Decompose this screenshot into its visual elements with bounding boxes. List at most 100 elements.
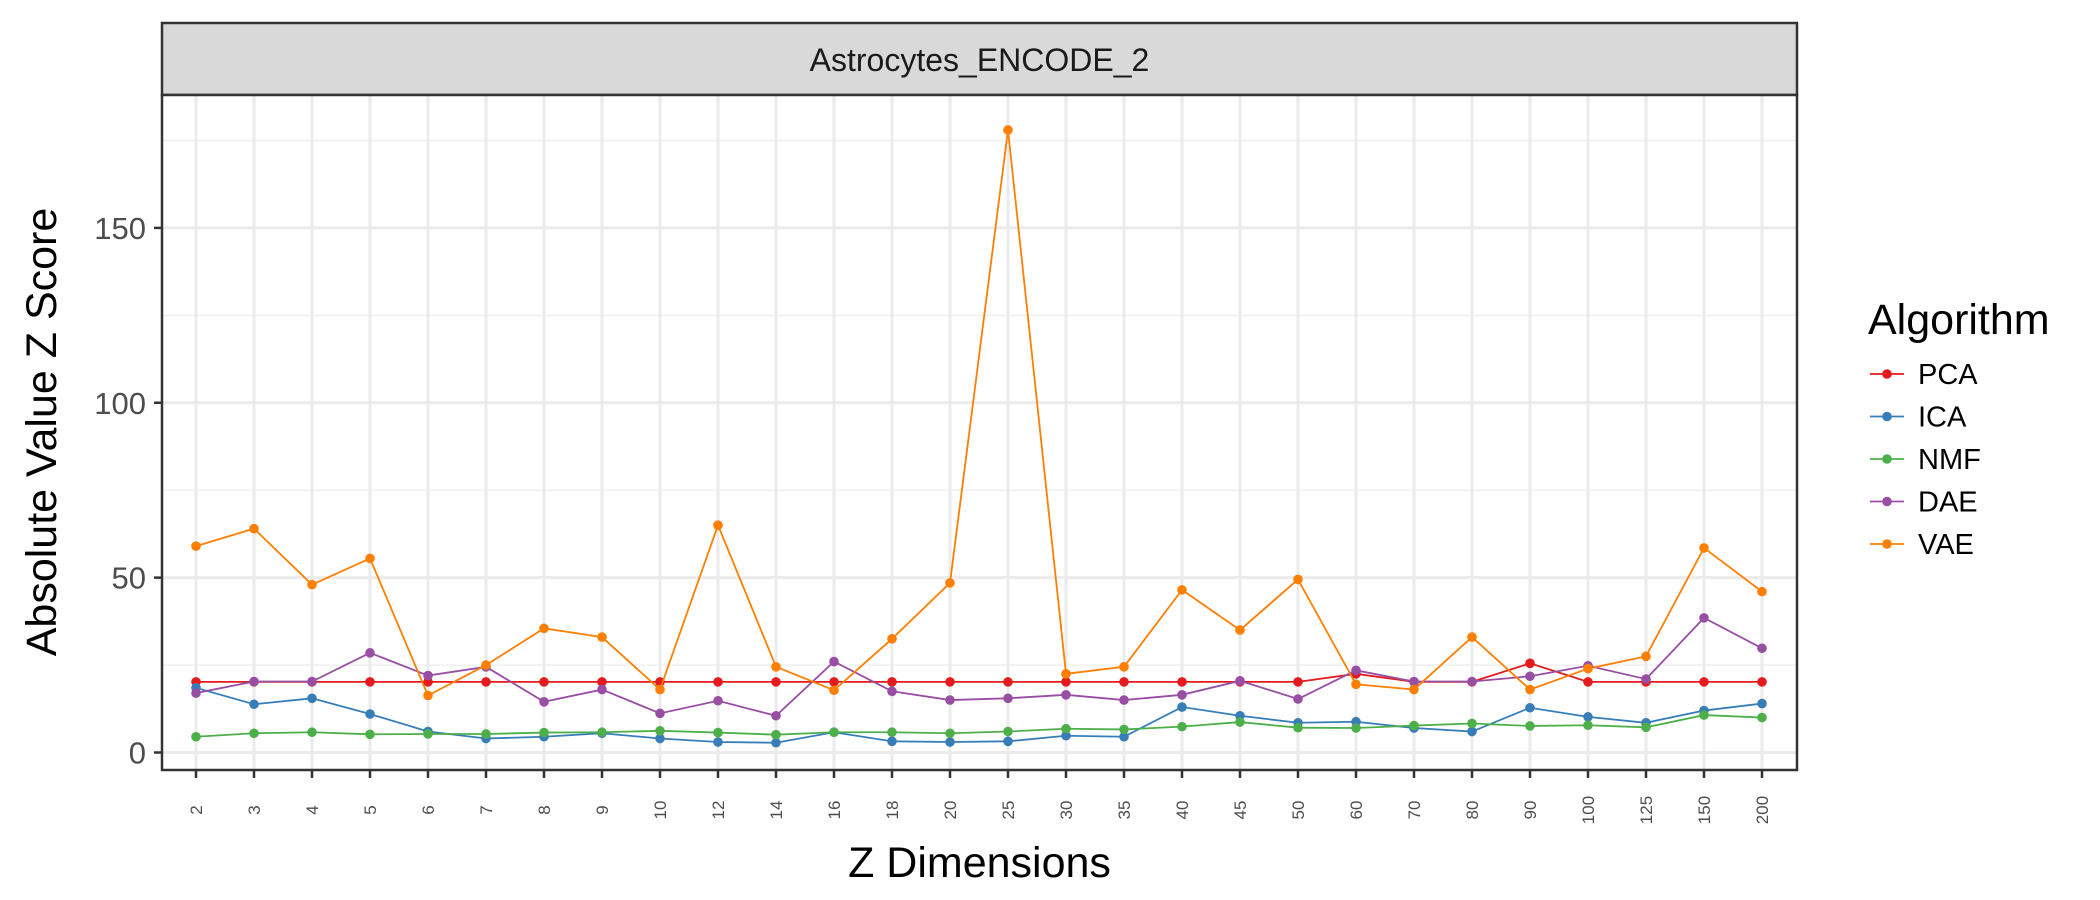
y-tick-label: 50 [112,561,146,596]
data-point-nmf [1293,722,1303,733]
data-point-pca [539,677,549,687]
data-point-nmf [829,727,839,738]
x-tick-label: 80 [1463,801,1482,820]
data-point-ica [365,709,375,719]
x-tick-label: 6 [419,805,438,814]
data-point-dae [1757,643,1767,654]
x-tick-label: 30 [1057,801,1076,820]
data-point-vae [597,632,607,642]
data-point-vae [1467,632,1477,642]
legend-title: Algorithm [1868,296,2050,344]
data-point-ica [1003,736,1013,747]
data-point-vae [249,523,259,534]
data-point-nmf [539,727,549,738]
legend-key-point-ica [1882,411,1892,422]
data-point-pca [829,677,839,687]
data-point-dae [829,656,839,667]
x-tick-label: 3 [245,805,264,814]
data-point-ica [1757,698,1767,709]
data-point-vae [771,662,781,672]
series-line-vae [195,129,1763,697]
data-point-nmf [597,727,607,738]
x-tick-label: 90 [1521,801,1540,820]
legend-key-point-vae [1882,539,1892,549]
data-point-nmf [1757,712,1767,723]
data-point-nmf [771,729,781,740]
y-tick-label: 150 [94,211,146,246]
x-tick-label: 20 [941,801,960,820]
legend-label-ica: ICA [1918,402,1967,434]
data-point-vae [1699,543,1709,553]
legend: Algorithm PCA ICA NMF DAE VAE [1868,296,2050,561]
data-point-ica [713,737,723,747]
data-point-pca [1583,677,1593,687]
data-point-vae [1235,625,1245,635]
data-point-vae [1583,663,1593,674]
data-point-nmf [1119,724,1129,735]
data-point-pca [771,677,781,687]
data-point-pca [1061,677,1071,687]
data-point-pca [481,677,491,687]
x-tick-label: 45 [1231,801,1250,820]
data-point-nmf [191,731,201,742]
data-point-nmf [1351,723,1361,733]
x-tick-label: 40 [1173,801,1192,820]
data-point-ica [1467,726,1477,737]
series-line-nmf [195,714,1763,738]
data-point-ica [771,737,781,748]
data-point-ica [945,737,955,747]
data-point-vae [945,578,955,588]
data-point-dae [191,688,201,698]
data-point-dae [1293,694,1303,704]
x-tick-label: 18 [883,801,902,820]
data-point-ica [655,733,665,744]
data-point-vae [713,520,723,530]
facet-strip [160,21,1799,97]
data-point-dae [887,686,897,697]
data-point-dae [1061,690,1071,700]
data-point-vae [1409,684,1419,695]
data-point-ica [1061,730,1071,741]
data-point-dae [423,670,433,681]
data-point-pca [1757,677,1767,687]
data-point-nmf [1583,720,1593,731]
data-point-dae [1467,676,1477,687]
data-point-vae [307,579,317,590]
x-tick-label: 100 [1579,796,1598,824]
x-tick-label: 60 [1347,801,1366,820]
data-point-nmf [655,726,665,736]
data-point-dae [1351,665,1361,676]
data-point-nmf [945,728,955,739]
data-point-vae [1757,586,1767,597]
data-point-dae [945,695,955,705]
x-tick-label: 125 [1637,796,1656,824]
data-point-dae [307,676,317,687]
data-point-ica [307,693,317,704]
data-point-pca [713,677,723,687]
data-point-dae [249,676,259,687]
data-point-nmf [1467,718,1477,729]
y-tick-label: 100 [94,386,146,421]
data-point-pca [597,677,607,687]
grid-major [162,95,1797,770]
legend-label-nmf: NMF [1918,444,1981,476]
data-point-dae [1641,674,1651,684]
data-point-dae [1003,693,1013,704]
data-point-dae [1235,676,1245,686]
legend-label-vae: VAE [1918,529,1974,561]
data-point-nmf [1641,722,1651,733]
data-point-ica [1177,702,1187,712]
data-point-pca [1003,677,1013,687]
plot-border [160,93,1799,772]
x-axis-title: Z Dimensions [848,839,1111,887]
data-point-nmf [1235,717,1245,727]
data-point-nmf [887,727,897,738]
data-point-vae [1119,662,1129,672]
data-point-nmf [1699,710,1709,720]
data-point-nmf [713,727,723,738]
data-point-vae [1003,125,1013,135]
data-point-vae [655,684,665,695]
data-point-dae [539,697,549,707]
legend-label-pca: PCA [1918,359,1978,391]
